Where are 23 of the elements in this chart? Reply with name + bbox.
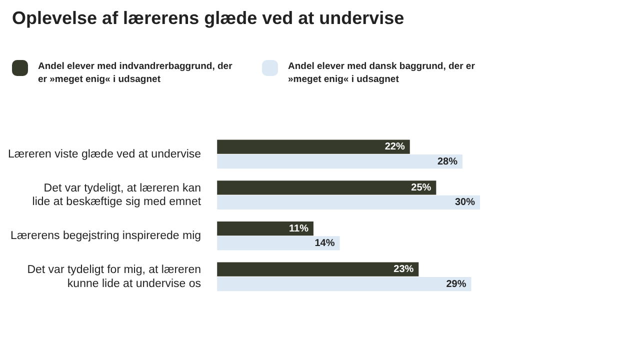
y-tick-label: Det var tydeligt, at læreren kan lide at beskæftige sig med emnet xyxy=(32,182,202,208)
bar xyxy=(217,236,340,250)
data-label: 23% xyxy=(394,264,414,276)
data-label: 11% xyxy=(288,223,309,234)
y-tick-label: Læreren viste glæde ved at undervise xyxy=(8,148,202,160)
data-label: 28% xyxy=(437,156,458,168)
bar xyxy=(217,276,472,292)
data-label: 14% xyxy=(314,238,335,249)
data-label: 25% xyxy=(411,182,432,194)
data-label: 29% xyxy=(446,278,466,290)
data-label: 22% xyxy=(384,142,405,153)
bar xyxy=(217,154,462,169)
bar xyxy=(217,180,436,195)
y-tick-label: Lærerens begejstring inspirerede mig xyxy=(10,230,202,242)
chart-title: Oplevelse af lærerens glæde ved at undervise xyxy=(12,8,404,29)
legend-label: Andel elever med indvandrerbaggrund, der er »meget enig« i udsagnet xyxy=(38,60,234,86)
legend-label: Andel elever med dansk baggrund, der er »meget enig« i udsagnet xyxy=(288,60,476,86)
bar xyxy=(217,262,419,276)
bar xyxy=(217,195,480,210)
data-label: 30% xyxy=(454,197,476,208)
bar xyxy=(217,221,314,236)
y-tick-label: Det var tydeligt for mig, at læreren kunne lide at undervise os xyxy=(27,264,202,290)
bar xyxy=(217,140,410,154)
